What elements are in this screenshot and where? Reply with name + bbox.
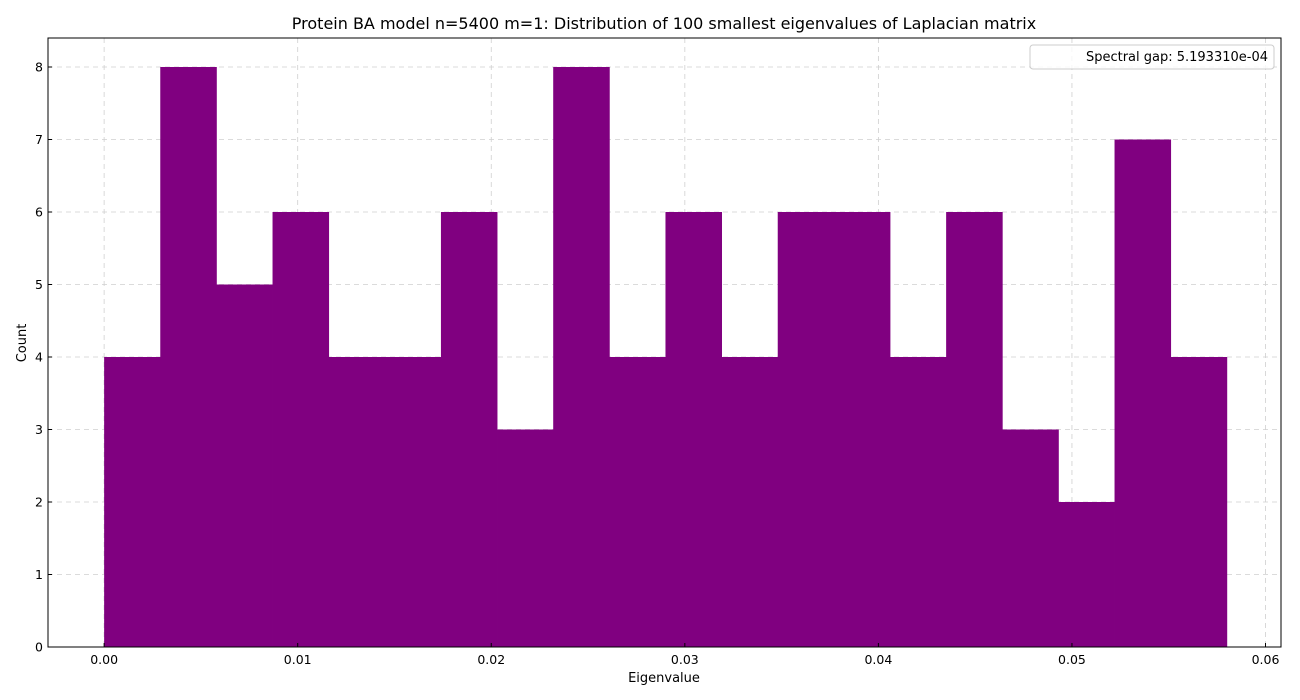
x-tick-label: 0.06 (1252, 652, 1280, 667)
histogram-bar-5 (328, 357, 386, 647)
y-tick-label: 0 (35, 640, 43, 655)
histogram-bar-2 (160, 67, 217, 647)
y-tick-label: 3 (35, 422, 43, 437)
histogram-bar-7 (440, 212, 498, 647)
chart-title: Protein BA model n=5400 m=1: Distributio… (292, 14, 1036, 33)
histogram-bar-10 (609, 357, 666, 647)
x-tick-label: 0.05 (1058, 652, 1086, 667)
histogram-bar-8 (497, 429, 554, 647)
x-tick-label: 0.03 (671, 652, 699, 667)
histogram-bar-11 (665, 212, 723, 647)
histogram-bar-14 (833, 212, 891, 647)
x-axis-label: Eigenvalue (628, 671, 700, 686)
legend-box (1029, 44, 1275, 70)
histogram-bar-6 (384, 357, 442, 647)
histogram-bar-9 (553, 67, 610, 647)
histogram-bar-12 (721, 357, 779, 647)
y-tick-label: 7 (35, 132, 43, 147)
legend: Spectral gap: 5.193310e-04 (1029, 44, 1275, 70)
x-tick-label: 0.04 (864, 652, 892, 667)
y-tick-label: 1 (35, 567, 43, 582)
axis-ticks: 0.00 0.01 0.02 0.03 0.04 0.05 0.06 0 1 2 3 4 5 6 7 8 (35, 60, 1279, 668)
histogram-bars (104, 67, 1228, 647)
histogram-bar-20 (1170, 357, 1228, 647)
y-tick-label: 8 (35, 60, 43, 75)
histogram-bar-16 (946, 212, 1003, 647)
legend-entry-spectral-gap: Spectral gap: 5.193310e-04 (1086, 50, 1268, 65)
histogram-bar-13 (777, 212, 835, 647)
y-tick-label: 5 (35, 277, 43, 292)
histogram-bar-18 (1058, 502, 1115, 647)
y-tick-label: 4 (35, 350, 43, 365)
histogram-bar-3 (216, 284, 273, 647)
histogram-bar-15 (890, 357, 947, 647)
histogram-bar-19 (1114, 139, 1172, 647)
histogram-bar-4 (272, 212, 330, 647)
y-axis-label: Count (15, 324, 30, 363)
histogram-bar-1 (104, 357, 161, 647)
y-tick-label: 2 (35, 495, 43, 510)
x-tick-label: 0.00 (90, 652, 118, 667)
x-tick-label: 0.02 (477, 652, 505, 667)
x-tick-label: 0.01 (284, 652, 312, 667)
plot-frame (47, 37, 1282, 648)
histogram-bar-17 (1002, 429, 1059, 647)
y-tick-label: 6 (35, 205, 43, 220)
